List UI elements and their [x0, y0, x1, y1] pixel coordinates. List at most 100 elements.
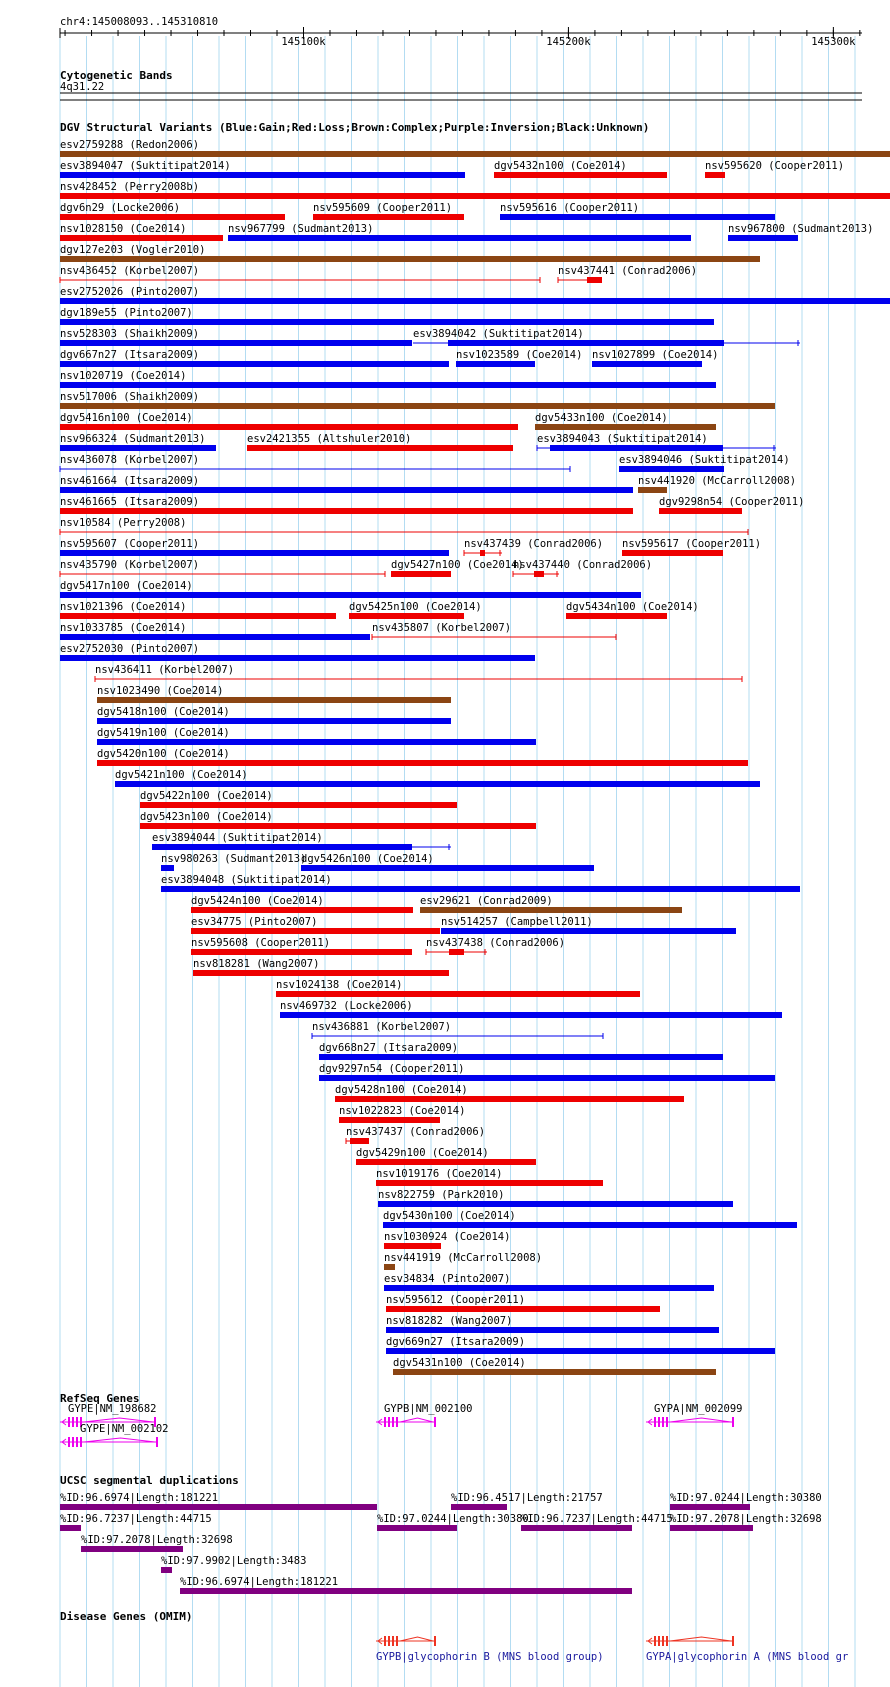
omim-gene[interactable]: GYPB|glycophorin B (MNS blood group) [376, 1636, 604, 1663]
dgv-feature[interactable]: nsv441920 (McCarroll2008) [638, 475, 796, 493]
refseq-gene[interactable]: GYPB|NM_002100 [376, 1403, 473, 1427]
dgv-feature[interactable]: nsv1024138 (Coe2014) [276, 979, 640, 997]
dgv-feature[interactable]: dgv5433n100 (Coe2014) [535, 412, 716, 430]
dgv-feature[interactable]: nsv1022823 (Coe2014) [339, 1105, 465, 1123]
dgv-feature[interactable]: nsv1023490 (Coe2014) [97, 685, 451, 703]
dgv-feature[interactable]: esv2752026 (Pinto2007) [60, 286, 890, 304]
segdup-feature[interactable]: %ID:97.0244|Length:30380 [670, 1492, 822, 1510]
segdup-feature[interactable]: %ID:96.7237|Length:44715 [521, 1513, 673, 1531]
dgv-feature[interactable]: dgv5429n100 (Coe2014) [356, 1147, 536, 1165]
dgv-feature[interactable]: nsv967799 (Sudmant2013) [228, 223, 691, 241]
dgv-feature[interactable]: nsv1027899 (Coe2014) [592, 349, 718, 367]
omim-track[interactable]: Disease Genes (OMIM) GYPB|glycophorin B … [60, 1610, 848, 1663]
dgv-feature[interactable]: nsv514257 (Campbell2011) [441, 916, 736, 934]
segdup-feature[interactable]: %ID:97.2078|Length:32698 [670, 1513, 822, 1531]
dgv-feature[interactable]: nsv595620 (Cooper2011) [705, 160, 844, 178]
dgv-feature[interactable]: esv29621 (Conrad2009) [420, 895, 682, 913]
dgv-feature[interactable]: nsv980263 (Sudmant2013) [161, 853, 306, 871]
dgv-feature[interactable]: dgv5434n100 (Coe2014) [566, 601, 699, 619]
dgv-feature[interactable]: dgv5428n100 (Coe2014) [335, 1084, 684, 1102]
dgv-feature[interactable]: dgv668n27 (Itsara2009) [319, 1042, 723, 1060]
dgv-feature[interactable]: nsv437438 (Conrad2006) [425, 937, 565, 955]
dgv-feature[interactable]: dgv127e203 (Vogler2010) [60, 244, 760, 262]
dgv-feature[interactable]: dgv5417n100 (Coe2014) [60, 580, 641, 598]
dgv-feature[interactable]: dgv5426n100 (Coe2014) [301, 853, 594, 871]
refseq-gene[interactable]: GYPE|NM_002102 [60, 1423, 169, 1447]
position-ruler[interactable]: chr4:145008093..145310810 145100k 145200k… [59, 16, 862, 48]
segdup-feature[interactable]: %ID:96.6974|Length:181221 [180, 1576, 632, 1594]
dgv-feature[interactable]: dgv189e55 (Pinto2007) [60, 307, 714, 325]
dgv-feature[interactable]: nsv441919 (McCarroll2008) [384, 1252, 542, 1270]
dgv-feature[interactable]: nsv436078 (Korbel2007) [59, 454, 571, 472]
dgv-feature[interactable]: nsv818282 (Wang2007) [386, 1315, 719, 1333]
dgv-feature[interactable]: nsv437439 (Conrad2006) [463, 538, 603, 556]
dgv-feature[interactable]: dgv9298n54 (Cooper2011) [659, 496, 804, 514]
dgv-feature[interactable]: nsv595616 (Cooper2011) [500, 202, 775, 220]
dgv-feature[interactable]: dgv5421n100 (Coe2014) [115, 769, 760, 787]
segdup-feature[interactable]: %ID:97.0244|Length:30380 [377, 1513, 529, 1531]
dgv-feature[interactable]: nsv10584 (Perry2008) [59, 517, 749, 535]
dgv-feature[interactable]: nsv436411 (Korbel2007) [94, 664, 743, 682]
dgv-feature[interactable]: nsv595608 (Cooper2011) [191, 937, 412, 955]
dgv-feature[interactable]: nsv1019176 (Coe2014) [376, 1168, 603, 1186]
dgv-feature[interactable]: dgv5424n100 (Coe2014) [191, 895, 413, 913]
dgv-feature[interactable]: nsv428452 (Perry2008b) [60, 181, 890, 199]
dgv-feature[interactable]: nsv436881 (Korbel2007) [311, 1021, 604, 1039]
dgv-track[interactable]: DGV Structural Variants (Blue:Gain;Red:L… [59, 121, 890, 1375]
dgv-feature[interactable]: esv34775 (Pinto2007) [191, 916, 440, 934]
dgv-feature[interactable]: nsv818281 (Wang2007) [193, 958, 449, 976]
dgv-feature[interactable]: nsv528303 (Shaikh2009) [60, 328, 412, 346]
refseq-track[interactable]: RefSeq Genes GYPE|NM_198682 GYPE|NM_00210… [60, 1392, 743, 1447]
dgv-feature[interactable]: nsv595607 (Cooper2011) [60, 538, 449, 556]
segdup-feature[interactable]: %ID:96.4517|Length:21757 [451, 1492, 603, 1510]
dgv-feature[interactable]: nsv1030924 (Coe2014) [384, 1231, 510, 1249]
dgv-feature[interactable]: nsv1020719 (Coe2014) [60, 370, 716, 388]
dgv-feature[interactable]: nsv517006 (Shaikh2009) [60, 391, 775, 409]
dgv-feature[interactable]: dgv5423n100 (Coe2014) [140, 811, 536, 829]
omim-gene[interactable]: GYPA|glycophorin A (MNS blood gr [646, 1636, 848, 1663]
dgv-feature[interactable]: nsv595617 (Cooper2011) [622, 538, 761, 556]
segdup-feature[interactable]: %ID:96.6974|Length:181221 [60, 1492, 377, 1510]
dgv-feature[interactable]: esv3894047 (Suktitipat2014) [60, 160, 465, 178]
segdup-feature[interactable]: %ID:97.2078|Length:32698 [81, 1534, 233, 1552]
dgv-feature[interactable]: nsv966324 (Sudmant2013) [60, 433, 216, 451]
dgv-feature[interactable]: nsv967800 (Sudmant2013) [728, 223, 873, 241]
dgv-feature[interactable]: dgv669n27 (Itsara2009) [386, 1336, 775, 1354]
dgv-feature[interactable]: dgv667n27 (Itsara2009) [60, 349, 449, 367]
dgv-feature[interactable]: nsv435790 (Korbel2007) [59, 559, 386, 577]
dgv-feature[interactable]: nsv437440 (Conrad2006) [512, 559, 652, 577]
dgv-feature[interactable]: esv3894042 (Suktitipat2014) [413, 328, 800, 346]
dgv-feature[interactable]: esv3894048 (Suktitipat2014) [161, 874, 800, 892]
dgv-feature[interactable]: nsv595609 (Cooper2011) [313, 202, 464, 220]
dgv-feature[interactable]: dgv5420n100 (Coe2014) [97, 748, 748, 766]
dgv-feature[interactable]: dgv5432n100 (Coe2014) [494, 160, 667, 178]
dgv-feature[interactable]: dgv5418n100 (Coe2014) [97, 706, 451, 724]
dgv-feature[interactable]: nsv1021396 (Coe2014) [60, 601, 336, 619]
dgv-feature[interactable]: nsv461665 (Itsara2009) [60, 496, 633, 514]
dgv-feature[interactable]: dgv5422n100 (Coe2014) [140, 790, 457, 808]
cytogenetic-track[interactable]: Cytogenetic Bands 4q31.22 [60, 69, 862, 101]
dgv-feature[interactable]: esv3894044 (Suktitipat2014) [152, 832, 451, 850]
dgv-feature[interactable]: nsv822759 (Park2010) [378, 1189, 733, 1207]
dgv-feature[interactable]: dgv5431n100 (Coe2014) [393, 1357, 716, 1375]
dgv-feature[interactable]: nsv437437 (Conrad2006) [345, 1126, 485, 1144]
dgv-feature[interactable]: esv2421355 (Altshuler2010) [247, 433, 513, 451]
segdup-feature[interactable]: %ID:96.7237|Length:44715 [60, 1513, 212, 1531]
dgv-feature[interactable]: nsv1023589 (Coe2014) [456, 349, 582, 367]
dgv-feature[interactable]: dgv6n29 (Locke2006) [60, 202, 285, 220]
segdup-track[interactable]: UCSC segmental duplications %ID:96.6974|… [60, 1474, 822, 1594]
refseq-gene[interactable]: GYPA|NM_002099 [646, 1403, 743, 1427]
dgv-feature[interactable]: nsv461664 (Itsara2009) [60, 475, 633, 493]
dgv-feature[interactable]: esv2759288 (Redon2006) [60, 139, 890, 157]
segdup-feature[interactable]: %ID:97.9902|Length:3483 [161, 1555, 306, 1573]
refseq-gene[interactable]: GYPE|NM_198682 [60, 1403, 157, 1427]
dgv-feature[interactable]: dgv5416n100 (Coe2014) [60, 412, 518, 430]
dgv-feature[interactable]: dgv5425n100 (Coe2014) [349, 601, 482, 619]
dgv-feature[interactable]: dgv5430n100 (Coe2014) [383, 1210, 797, 1228]
dgv-feature[interactable]: dgv5419n100 (Coe2014) [97, 727, 536, 745]
dgv-feature[interactable]: esv3894043 (Suktitipat2014) [536, 433, 776, 451]
dgv-feature[interactable]: nsv435807 (Korbel2007) [371, 622, 617, 640]
dgv-feature[interactable]: esv2752030 (Pinto2007) [60, 643, 535, 661]
dgv-feature[interactable]: nsv436452 (Korbel2007) [59, 265, 541, 283]
dgv-feature[interactable]: dgv5427n100 (Coe2014) [391, 559, 524, 577]
